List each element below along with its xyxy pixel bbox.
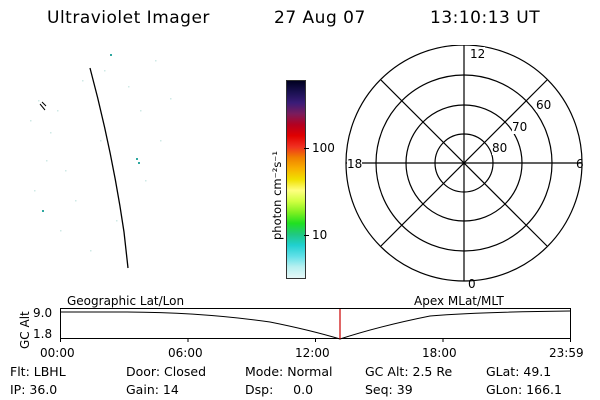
info-glat: GLat: 49.1: [486, 364, 552, 379]
info-gc-alt: GC Alt: 2.5 Re: [365, 364, 453, 379]
colorbar-tick-10: [304, 235, 309, 236]
colorbar-tick-label-100: 100: [312, 141, 335, 155]
limb-fragment: [39, 101, 47, 111]
timeline-y-bottom: 1.8: [33, 327, 53, 341]
date-label: 27 Aug 07: [274, 8, 366, 28]
instrument-title: Ultraviolet Imager: [47, 8, 210, 28]
timeline-axis-label: GC Alt: [18, 311, 32, 349]
timeline-xtick-2: 12:00: [295, 346, 330, 360]
polar-grid: [345, 45, 583, 282]
polar-label-bottom: 0: [468, 277, 476, 291]
polar-ring-label-70: 70: [512, 120, 528, 134]
colorbar-tick-100: [304, 148, 309, 149]
info-gain: Gain: 14: [126, 382, 179, 397]
timeline-ticks: [60, 339, 571, 342]
limb-curve: [89, 67, 129, 269]
info-seq: Seq: 39: [365, 382, 413, 397]
polar-ring-label-80: 80: [492, 141, 508, 155]
polar-label-top: 12: [470, 47, 486, 61]
timeline-xtick-4: 23:59: [549, 346, 584, 360]
info-mode: Mode: Normal: [245, 364, 333, 379]
timeline-right-title: Apex MLat/MLT: [414, 294, 504, 308]
altitude-curve: [61, 310, 571, 340]
colorbar-gradient: [287, 81, 305, 278]
timeline-y-top: 9.0: [33, 306, 53, 320]
timeline-left-title: Geographic Lat/Lon: [67, 294, 185, 308]
timeline-plot[interactable]: [60, 308, 574, 342]
info-door: Door: Closed: [126, 364, 207, 379]
info-ip: IP: 36.0: [10, 382, 58, 397]
timeline-xtick-0: 00:00: [40, 346, 75, 360]
polar-label-right: 6: [576, 157, 584, 171]
timeline-frame: [60, 308, 571, 339]
colorbar-tick-label-10: 10: [312, 228, 328, 242]
info-filter: Flt: LBHL: [10, 364, 66, 379]
info-dsp: Dsp: 0.0: [245, 382, 314, 397]
colorbar-unit-label: photon cm⁻²s⁻¹: [270, 151, 284, 240]
polar-label-left: 18: [347, 157, 363, 171]
timeline-xtick-3: 18:00: [422, 346, 457, 360]
time-label: 13:10:13 UT: [430, 8, 541, 28]
timeline-xtick-1: 06:00: [168, 346, 203, 360]
uv-image-panel: [30, 54, 172, 269]
polar-diagonal-2: [380, 79, 548, 247]
colorbar: [286, 80, 306, 279]
info-glon: GLon: 166.1: [486, 382, 562, 397]
speckle-noise: [30, 60, 172, 252]
polar-ring-label-60: 60: [536, 98, 552, 112]
